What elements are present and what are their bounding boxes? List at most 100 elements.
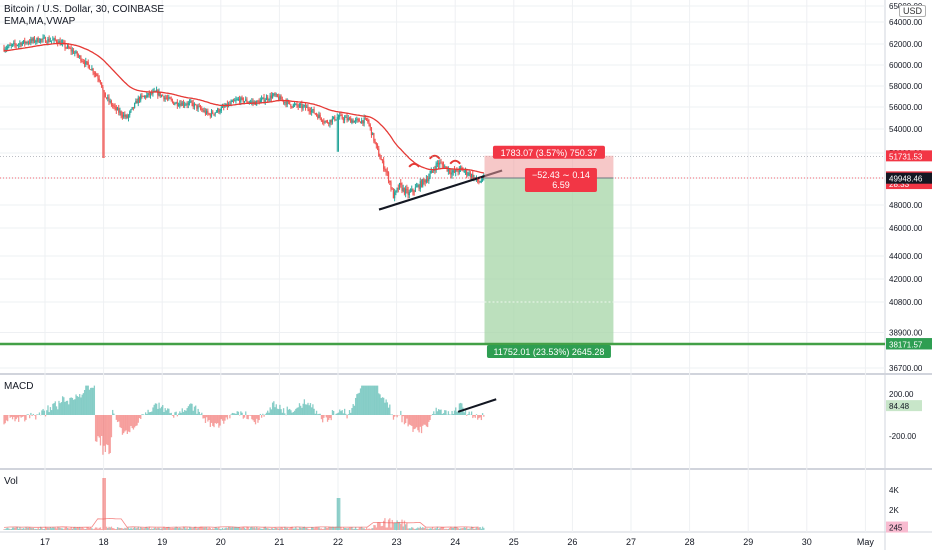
macd-histogram-bar bbox=[422, 415, 424, 426]
candle-body bbox=[68, 45, 70, 49]
macd-histogram-bar bbox=[445, 410, 447, 415]
candle-body bbox=[479, 181, 481, 183]
macd-histogram-bar bbox=[153, 404, 155, 415]
macd-histogram-bar bbox=[85, 385, 87, 415]
volume-bar bbox=[47, 527, 49, 530]
volume-bar bbox=[470, 526, 473, 530]
volume-bar bbox=[154, 527, 157, 530]
macd-axis-tick: -200.00 bbox=[889, 432, 917, 441]
candle-body bbox=[302, 105, 304, 109]
candle-body bbox=[354, 119, 357, 121]
macd-histogram-bar bbox=[313, 408, 315, 415]
volume-bar bbox=[65, 526, 67, 530]
candle-body bbox=[315, 113, 318, 116]
volume-bar bbox=[241, 527, 243, 530]
candle-body bbox=[319, 114, 321, 118]
volume-bar bbox=[58, 527, 60, 530]
volume-bar bbox=[396, 520, 398, 530]
macd-histogram-bar bbox=[59, 403, 61, 415]
volume-bar bbox=[422, 527, 424, 530]
macd-histogram-bar bbox=[41, 410, 43, 415]
volume-bar bbox=[69, 528, 71, 530]
volume-bar bbox=[414, 528, 417, 530]
price-scale-label: 38171.57 bbox=[889, 340, 923, 349]
macd-histogram-bar bbox=[166, 408, 169, 415]
volume-bar bbox=[108, 526, 110, 530]
macd-histogram-bar bbox=[49, 407, 52, 415]
candle-body bbox=[70, 48, 72, 52]
macd-histogram-bar bbox=[259, 413, 262, 415]
macd-histogram-bar bbox=[70, 397, 72, 415]
candle-body bbox=[30, 39, 32, 43]
volume-bar bbox=[390, 527, 392, 530]
candle-body bbox=[398, 183, 401, 190]
volume-bar bbox=[229, 526, 231, 530]
volume-bar bbox=[218, 527, 220, 530]
macd-histogram-bar bbox=[144, 412, 147, 415]
candle-body bbox=[40, 38, 42, 42]
macd-histogram-bar bbox=[287, 409, 290, 415]
candle-body bbox=[197, 106, 199, 109]
candle-body bbox=[333, 116, 335, 119]
volume-bar bbox=[114, 529, 116, 530]
price-scale-label-box bbox=[886, 338, 932, 350]
currency-badge[interactable]: USD bbox=[898, 5, 926, 17]
macd-histogram-bar bbox=[179, 411, 181, 415]
volume-bar bbox=[53, 527, 55, 530]
volume-bar bbox=[340, 526, 342, 530]
candle-body bbox=[180, 103, 182, 106]
macd-histogram-bar bbox=[323, 415, 325, 418]
candle-body bbox=[16, 45, 19, 46]
macd-histogram-bar bbox=[260, 415, 263, 418]
macd-histogram-bar bbox=[184, 410, 186, 415]
macd-histogram-bar bbox=[131, 415, 133, 429]
volume-bar bbox=[411, 527, 413, 530]
macd-histogram-bar bbox=[458, 403, 461, 415]
entry-label-text: −52.43 ∼ 0.14 bbox=[532, 170, 590, 180]
candle-body bbox=[108, 97, 110, 102]
volume-bar bbox=[74, 526, 76, 530]
candle-body bbox=[219, 111, 221, 113]
macd-histogram-bar bbox=[352, 404, 354, 415]
candle-body bbox=[363, 117, 365, 124]
macd-histogram-bar bbox=[400, 410, 402, 415]
volume-bar bbox=[370, 528, 373, 530]
volume-bar bbox=[348, 527, 351, 530]
volume-bar bbox=[13, 527, 15, 530]
macd-histogram-bar bbox=[384, 402, 386, 415]
macd-histogram-bar bbox=[52, 403, 54, 415]
volume-bar bbox=[269, 529, 271, 530]
macd-histogram-bar bbox=[44, 415, 47, 417]
symbol-title: Bitcoin / U.S. Dollar, 30, COINBASE bbox=[4, 4, 165, 15]
candle-body bbox=[270, 95, 272, 99]
candle-body bbox=[196, 104, 198, 109]
macd-histogram-bar bbox=[474, 415, 476, 418]
candle-body bbox=[123, 114, 125, 117]
macd-histogram-bar bbox=[424, 415, 426, 425]
volume-bar bbox=[169, 527, 171, 530]
candle-body bbox=[37, 37, 39, 43]
macd-histogram-bar bbox=[93, 385, 96, 415]
volume-bar bbox=[98, 527, 100, 530]
volume-bar bbox=[132, 528, 135, 530]
macd-histogram-bar bbox=[367, 385, 369, 415]
candle-body bbox=[141, 95, 143, 97]
volume-bar bbox=[7, 527, 9, 530]
macd-histogram-bar bbox=[94, 415, 97, 442]
volume-bar bbox=[198, 527, 201, 530]
time-axis-tick: 21 bbox=[274, 537, 284, 547]
candle-body bbox=[463, 171, 465, 172]
candle-body bbox=[203, 110, 205, 112]
candle-body bbox=[427, 179, 429, 181]
macd-histogram-bar bbox=[368, 385, 370, 415]
candle-body bbox=[96, 74, 98, 77]
volume-bar bbox=[99, 527, 102, 530]
macd-histogram-bar bbox=[142, 414, 144, 415]
macd-histogram-bar bbox=[269, 407, 271, 415]
volume-bar bbox=[231, 526, 233, 530]
macd-histogram-bar bbox=[105, 415, 108, 445]
volume-bar bbox=[313, 528, 315, 530]
high-marker-arc bbox=[449, 159, 461, 165]
macd-histogram-bar bbox=[66, 400, 69, 415]
